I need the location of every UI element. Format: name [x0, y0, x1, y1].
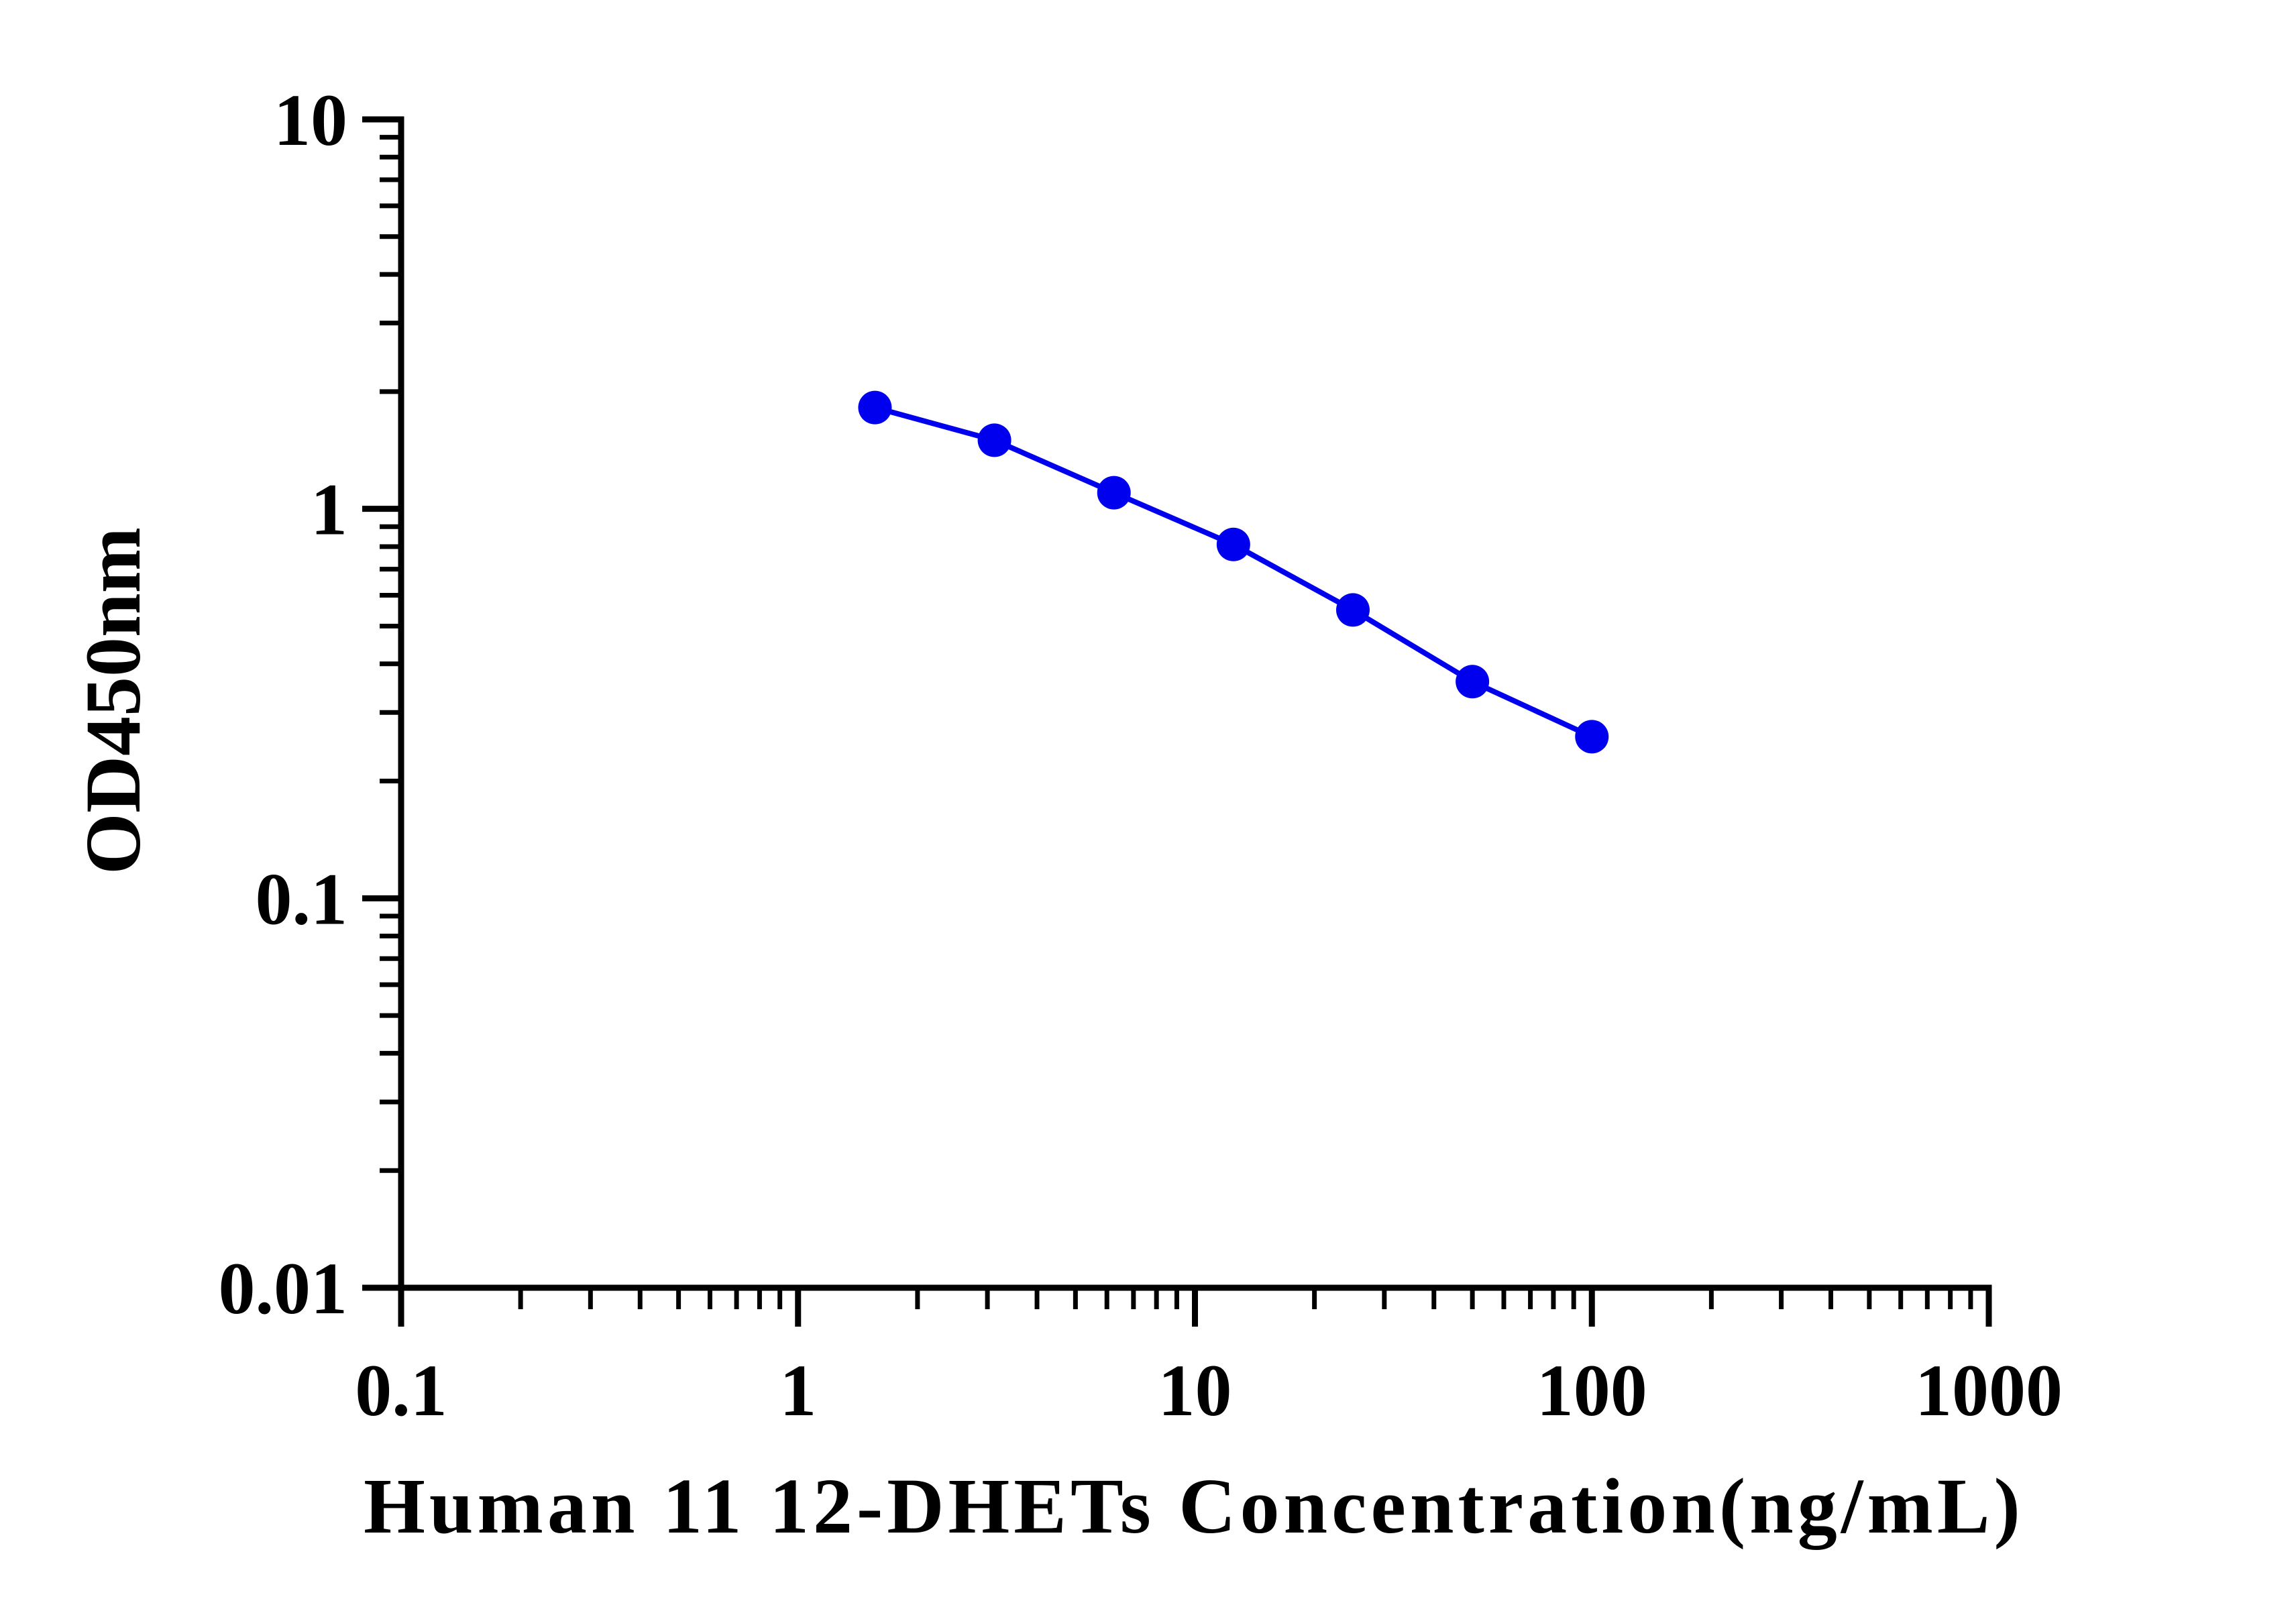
- x-tick-label: 1: [779, 1349, 816, 1431]
- labels-layer: Human 11 12-DHETs Concentration(ng/mL) O…: [69, 527, 2024, 1550]
- y-axis-title: OD450nm: [69, 527, 157, 875]
- data-point: [1216, 527, 1250, 561]
- x-tick-label: 100: [1537, 1349, 1647, 1431]
- data-point: [1335, 593, 1370, 627]
- y-tick-label: 1: [311, 469, 347, 551]
- y-tick-label: 0.1: [256, 858, 348, 940]
- x-axis-title: Human 11 12-DHETs Concentration(ng/mL): [364, 1462, 2024, 1550]
- data-point: [977, 423, 1012, 457]
- x-tick-label: 0.1: [355, 1349, 447, 1431]
- data-point: [1575, 720, 1609, 754]
- data-point: [1097, 476, 1131, 510]
- x-tick-label: 1000: [1915, 1349, 2063, 1431]
- y-tick-label: 0.01: [219, 1248, 348, 1329]
- series-layer: [858, 390, 1609, 754]
- data-point: [858, 390, 892, 425]
- data-point: [1456, 665, 1490, 699]
- x-tick-label: 10: [1158, 1349, 1232, 1431]
- y-tick-label: 10: [274, 79, 347, 161]
